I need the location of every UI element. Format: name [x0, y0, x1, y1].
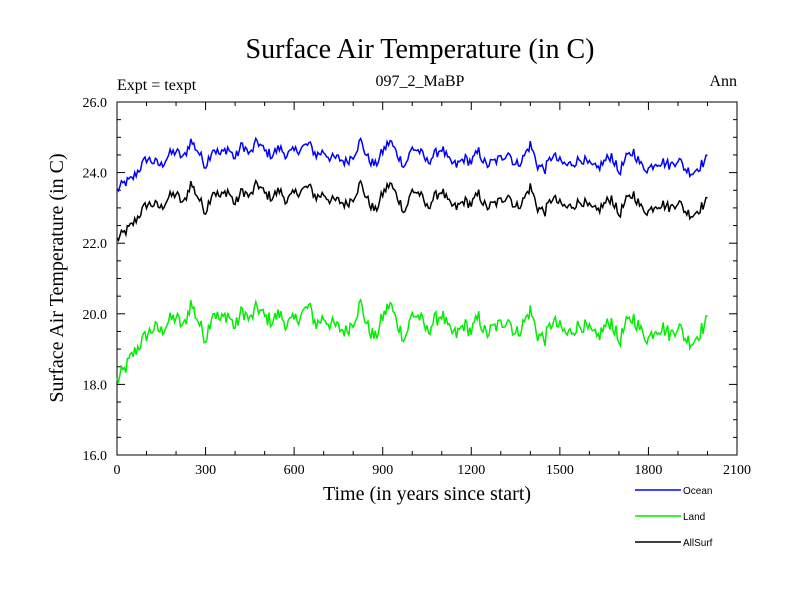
y-axis-title: Surface Air Temperature (in C): [46, 153, 68, 402]
chart-subtitle: 097_2_MaBP: [376, 73, 465, 90]
legend-label-allsurf: AllSurf: [683, 538, 713, 549]
x-tick-label: 600: [284, 463, 305, 478]
y-tick-label: 22.0: [83, 237, 108, 252]
x-tick-label: 300: [195, 463, 216, 478]
x-tick-label: 1800: [634, 463, 662, 478]
series-line-allsurf: [116, 178, 708, 243]
experiment-label: Expt = texpt: [117, 77, 197, 94]
series-line-land: [116, 297, 708, 385]
plot-area: [116, 101, 738, 456]
series-line-ocean: [116, 136, 708, 193]
y-tick-label: 18.0: [83, 378, 108, 393]
y-tick-label: 16.0: [83, 449, 108, 464]
y-tick-label: 20.0: [83, 308, 108, 323]
legend-label-ocean: Ocean: [683, 486, 712, 497]
y-tick-label: 24.0: [83, 167, 108, 182]
x-tick-label: 2100: [723, 463, 751, 478]
y-tick-label: 26.0: [83, 96, 108, 111]
legend-label-land: Land: [683, 512, 705, 523]
x-tick-label: 900: [372, 463, 393, 478]
period-label: Ann: [709, 73, 737, 90]
x-tick-label: 0: [114, 463, 121, 478]
x-tick-label: 1200: [457, 463, 485, 478]
chart-title: Surface Air Temperature (in C): [246, 34, 595, 65]
x-tick-label: 1500: [546, 463, 574, 478]
x-axis-title: Time (in years since start): [323, 483, 531, 505]
